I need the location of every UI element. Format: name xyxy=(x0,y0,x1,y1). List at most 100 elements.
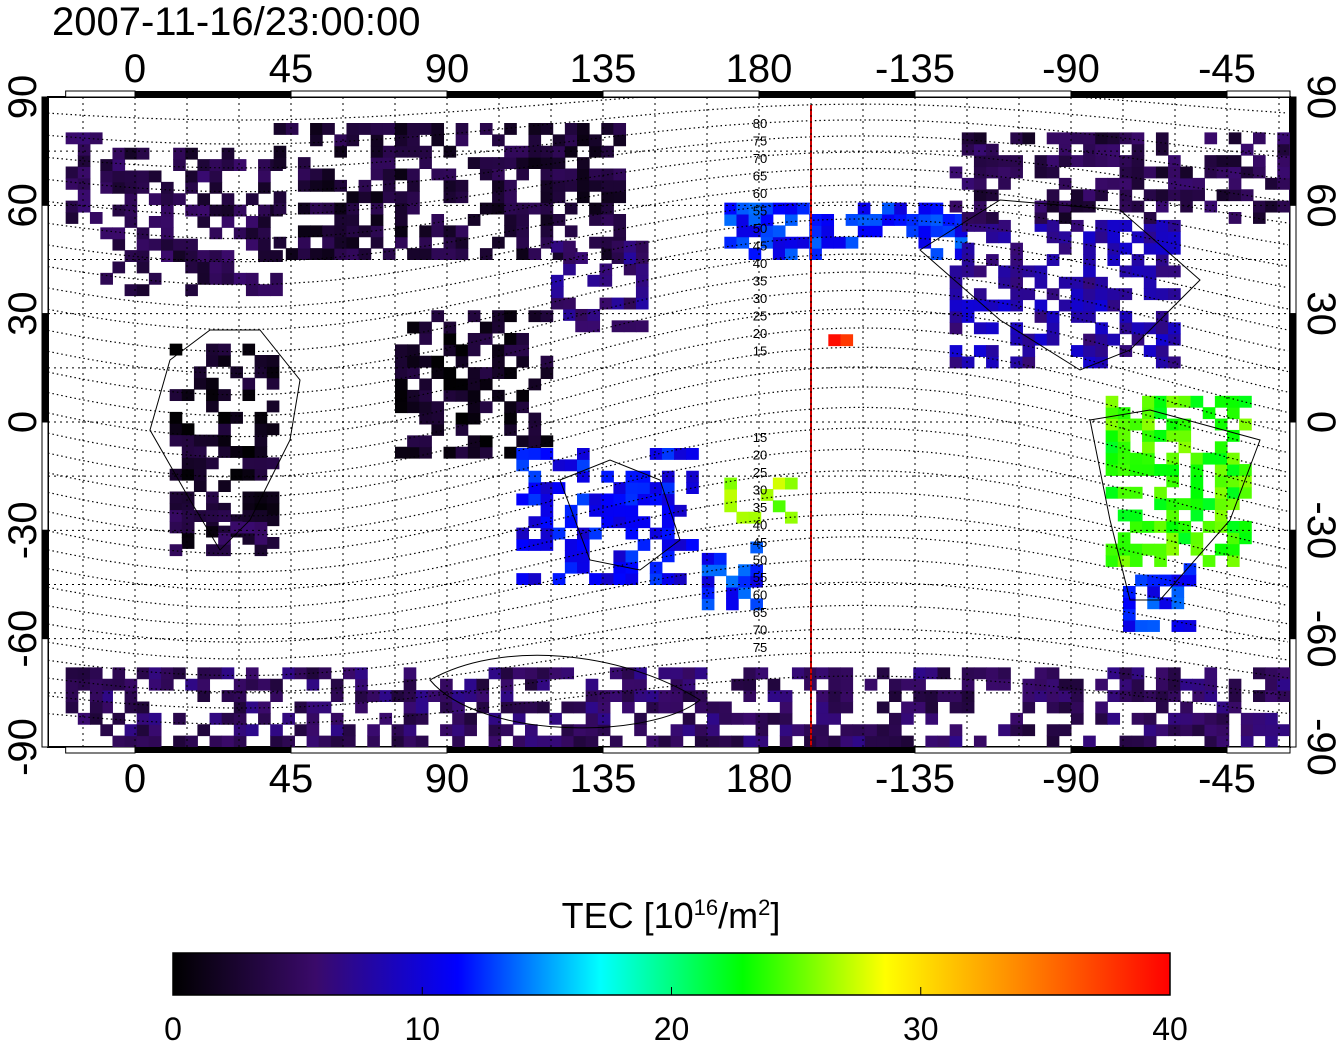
tec-cell xyxy=(646,690,659,702)
tec-cell xyxy=(100,181,113,194)
tec-cell xyxy=(1155,345,1169,357)
tec-cell xyxy=(455,248,469,260)
tec-cell xyxy=(358,123,372,135)
tec-cell xyxy=(1190,509,1204,522)
tec-cell xyxy=(310,134,323,147)
tec-cell xyxy=(949,200,963,213)
tec-cell xyxy=(1071,345,1084,357)
tec-cell xyxy=(185,678,198,691)
coastline xyxy=(1089,409,1261,601)
tec-cell xyxy=(407,202,420,215)
tec-cell xyxy=(254,434,268,447)
tec-cell xyxy=(549,735,562,747)
tec-cell xyxy=(785,202,798,215)
tec-cell xyxy=(986,155,999,168)
y-tick-right: 30 xyxy=(1299,291,1342,336)
tec-cell xyxy=(585,712,599,725)
tec-cell xyxy=(599,263,613,276)
tec-cell xyxy=(973,288,987,301)
tec-cell xyxy=(785,511,798,524)
tec-cell xyxy=(1058,242,1072,255)
tec-cell xyxy=(391,690,405,702)
tec-cell xyxy=(1034,690,1048,702)
tec-cell xyxy=(719,712,732,725)
tec-cell xyxy=(724,488,737,501)
tec-cell xyxy=(1010,712,1023,725)
tec-cell xyxy=(1277,132,1290,145)
tec-cell xyxy=(492,321,505,334)
tec-cell xyxy=(589,145,602,158)
tec-cell xyxy=(540,191,554,204)
contour-line xyxy=(48,103,1289,145)
tec-cell xyxy=(1142,418,1155,431)
tec-cell xyxy=(395,236,408,249)
tec-cell xyxy=(949,690,963,702)
y-tick-right: -90 xyxy=(1299,718,1342,776)
tec-cell xyxy=(89,712,103,725)
tec-cell xyxy=(599,274,613,287)
tec-cell xyxy=(419,389,432,402)
tec-cell xyxy=(528,412,542,425)
contour-line xyxy=(48,218,1289,308)
tec-cell xyxy=(1131,254,1145,266)
tec-cell xyxy=(500,667,514,680)
tec-cell xyxy=(649,573,663,585)
tec-cell xyxy=(563,297,576,310)
tec-cell xyxy=(622,667,635,680)
tec-cell xyxy=(1166,418,1179,431)
tec-cell xyxy=(1058,231,1072,244)
tec-cell xyxy=(1105,395,1119,408)
tec-cell xyxy=(998,276,1011,289)
tec-cell xyxy=(504,423,517,436)
tec-cell xyxy=(455,355,469,368)
tec-cell xyxy=(407,321,420,334)
tec-cell xyxy=(440,724,453,737)
tec-cell xyxy=(1034,166,1048,179)
tec-cell xyxy=(382,191,396,204)
tec-cell xyxy=(649,482,663,494)
tec-cell xyxy=(1155,288,1169,301)
tec-cell xyxy=(587,274,601,287)
y-tick-right: -60 xyxy=(1299,610,1342,668)
tec-cell xyxy=(1119,667,1133,680)
tec-cell xyxy=(1277,155,1290,168)
tec-cell xyxy=(661,516,675,529)
tec-cell xyxy=(479,123,493,135)
tec-cell xyxy=(500,690,514,702)
tec-cell xyxy=(738,587,751,599)
tec-cell xyxy=(1155,678,1169,691)
tec-cell xyxy=(998,265,1011,278)
tec-cell xyxy=(297,248,311,260)
tec-cell xyxy=(1183,574,1197,587)
tec-cell xyxy=(1192,724,1205,737)
tec-cell xyxy=(1058,212,1072,224)
tec-cell xyxy=(937,667,951,680)
tec-cell xyxy=(254,457,268,470)
tec-cell xyxy=(575,252,588,264)
tec-cell xyxy=(492,355,505,368)
tec-cell xyxy=(266,423,280,436)
tec-cell xyxy=(136,250,150,262)
tec-cell xyxy=(1071,276,1084,289)
tec-cell xyxy=(1168,690,1181,702)
tec-cell xyxy=(1155,333,1169,346)
tec-cell xyxy=(492,344,505,357)
tec-cell xyxy=(77,712,91,725)
tec-cell xyxy=(561,724,575,737)
tec-cell xyxy=(1131,735,1145,747)
tec-cell xyxy=(407,367,420,379)
tec-cell xyxy=(233,724,247,737)
tec-cell xyxy=(577,550,590,563)
tec-cell xyxy=(889,712,902,725)
tec-cell xyxy=(181,510,195,522)
x-tick-top: 90 xyxy=(425,47,470,91)
tec-cell xyxy=(452,724,465,737)
tec-cell xyxy=(1117,407,1131,420)
contour-label: 60 xyxy=(753,186,767,201)
tec-region-antarctica xyxy=(65,667,1290,747)
tec-cell xyxy=(649,561,663,574)
tec-cell xyxy=(1154,486,1167,499)
tec-cell xyxy=(334,145,347,158)
tec-cell xyxy=(528,310,542,323)
x-tick-top: 45 xyxy=(269,47,314,91)
